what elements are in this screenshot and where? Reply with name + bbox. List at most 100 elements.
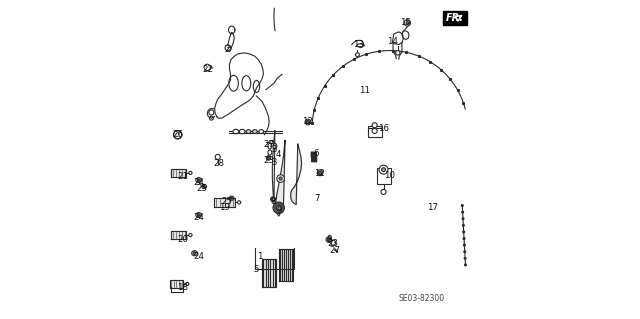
- Ellipse shape: [196, 212, 202, 218]
- Ellipse shape: [239, 129, 245, 134]
- Text: 23: 23: [264, 156, 275, 165]
- Circle shape: [462, 224, 464, 226]
- Text: 6: 6: [314, 149, 319, 158]
- Ellipse shape: [326, 237, 332, 242]
- Ellipse shape: [229, 196, 234, 200]
- Ellipse shape: [270, 140, 274, 144]
- Text: 11: 11: [359, 86, 370, 95]
- Text: 12: 12: [314, 169, 325, 178]
- Circle shape: [197, 214, 200, 216]
- Text: 4: 4: [276, 150, 282, 159]
- Text: 2: 2: [225, 45, 230, 55]
- Circle shape: [203, 186, 205, 188]
- Text: 3: 3: [271, 158, 277, 167]
- Bar: [367, 125, 381, 137]
- Text: 17: 17: [428, 203, 438, 212]
- Ellipse shape: [268, 143, 272, 149]
- Circle shape: [404, 20, 410, 26]
- Circle shape: [277, 175, 284, 182]
- Ellipse shape: [317, 170, 323, 176]
- Text: 24: 24: [193, 213, 204, 222]
- Polygon shape: [262, 259, 276, 287]
- Circle shape: [463, 231, 465, 233]
- Text: 15: 15: [400, 19, 412, 27]
- Circle shape: [307, 121, 310, 123]
- Circle shape: [237, 201, 241, 204]
- Circle shape: [189, 234, 192, 237]
- Circle shape: [461, 211, 463, 213]
- Text: 14: 14: [387, 37, 398, 46]
- Circle shape: [225, 45, 231, 50]
- Text: FR.: FR.: [446, 12, 464, 23]
- Text: 13: 13: [353, 40, 364, 49]
- Polygon shape: [171, 231, 186, 239]
- Ellipse shape: [268, 150, 272, 155]
- Circle shape: [406, 22, 408, 24]
- Ellipse shape: [202, 184, 207, 189]
- Circle shape: [231, 197, 233, 199]
- Circle shape: [204, 64, 211, 70]
- Ellipse shape: [271, 197, 275, 202]
- Circle shape: [327, 238, 330, 241]
- Circle shape: [186, 282, 189, 286]
- Text: SE03-82300: SE03-82300: [399, 294, 445, 303]
- Circle shape: [396, 50, 400, 55]
- Ellipse shape: [331, 240, 336, 245]
- Circle shape: [176, 133, 180, 137]
- Text: 24: 24: [193, 178, 204, 187]
- Circle shape: [356, 53, 360, 56]
- Circle shape: [173, 130, 182, 139]
- Ellipse shape: [253, 130, 257, 133]
- Text: 1: 1: [257, 252, 262, 261]
- Polygon shape: [171, 169, 186, 177]
- Polygon shape: [278, 249, 293, 281]
- Circle shape: [267, 156, 270, 160]
- Circle shape: [215, 154, 220, 160]
- Circle shape: [379, 165, 388, 174]
- Circle shape: [372, 123, 377, 128]
- Polygon shape: [214, 198, 235, 207]
- Text: 27: 27: [330, 246, 340, 255]
- Circle shape: [463, 244, 465, 246]
- Circle shape: [461, 204, 463, 206]
- Text: 24: 24: [193, 252, 204, 261]
- Text: 23: 23: [328, 239, 339, 248]
- Text: 8: 8: [327, 235, 332, 244]
- Circle shape: [462, 218, 464, 220]
- Circle shape: [372, 128, 377, 133]
- Text: 7: 7: [314, 194, 319, 203]
- Circle shape: [197, 179, 200, 182]
- Text: 19: 19: [220, 203, 230, 212]
- Ellipse shape: [192, 251, 197, 256]
- Circle shape: [271, 197, 275, 201]
- Ellipse shape: [196, 178, 202, 183]
- Ellipse shape: [246, 130, 251, 133]
- Text: 18: 18: [177, 283, 188, 292]
- Text: 25: 25: [196, 184, 207, 193]
- Circle shape: [279, 177, 282, 180]
- Circle shape: [273, 202, 284, 213]
- Polygon shape: [291, 144, 301, 204]
- Text: 16: 16: [378, 124, 389, 133]
- Circle shape: [193, 252, 196, 255]
- Circle shape: [465, 264, 467, 266]
- Ellipse shape: [259, 130, 264, 133]
- Polygon shape: [170, 279, 183, 288]
- Ellipse shape: [233, 129, 239, 134]
- Circle shape: [464, 257, 466, 259]
- Circle shape: [189, 171, 192, 174]
- Circle shape: [381, 168, 385, 172]
- Text: 8: 8: [270, 197, 276, 206]
- Text: 5: 5: [253, 264, 259, 274]
- Circle shape: [463, 238, 465, 240]
- Text: 26: 26: [172, 130, 183, 139]
- Circle shape: [464, 251, 466, 253]
- Text: 20: 20: [177, 235, 188, 244]
- Text: 25: 25: [221, 197, 233, 206]
- Bar: [376, 168, 390, 184]
- Text: 3: 3: [271, 145, 277, 154]
- Polygon shape: [276, 140, 285, 216]
- Circle shape: [319, 171, 321, 174]
- Text: 12: 12: [302, 117, 313, 126]
- Circle shape: [276, 205, 281, 210]
